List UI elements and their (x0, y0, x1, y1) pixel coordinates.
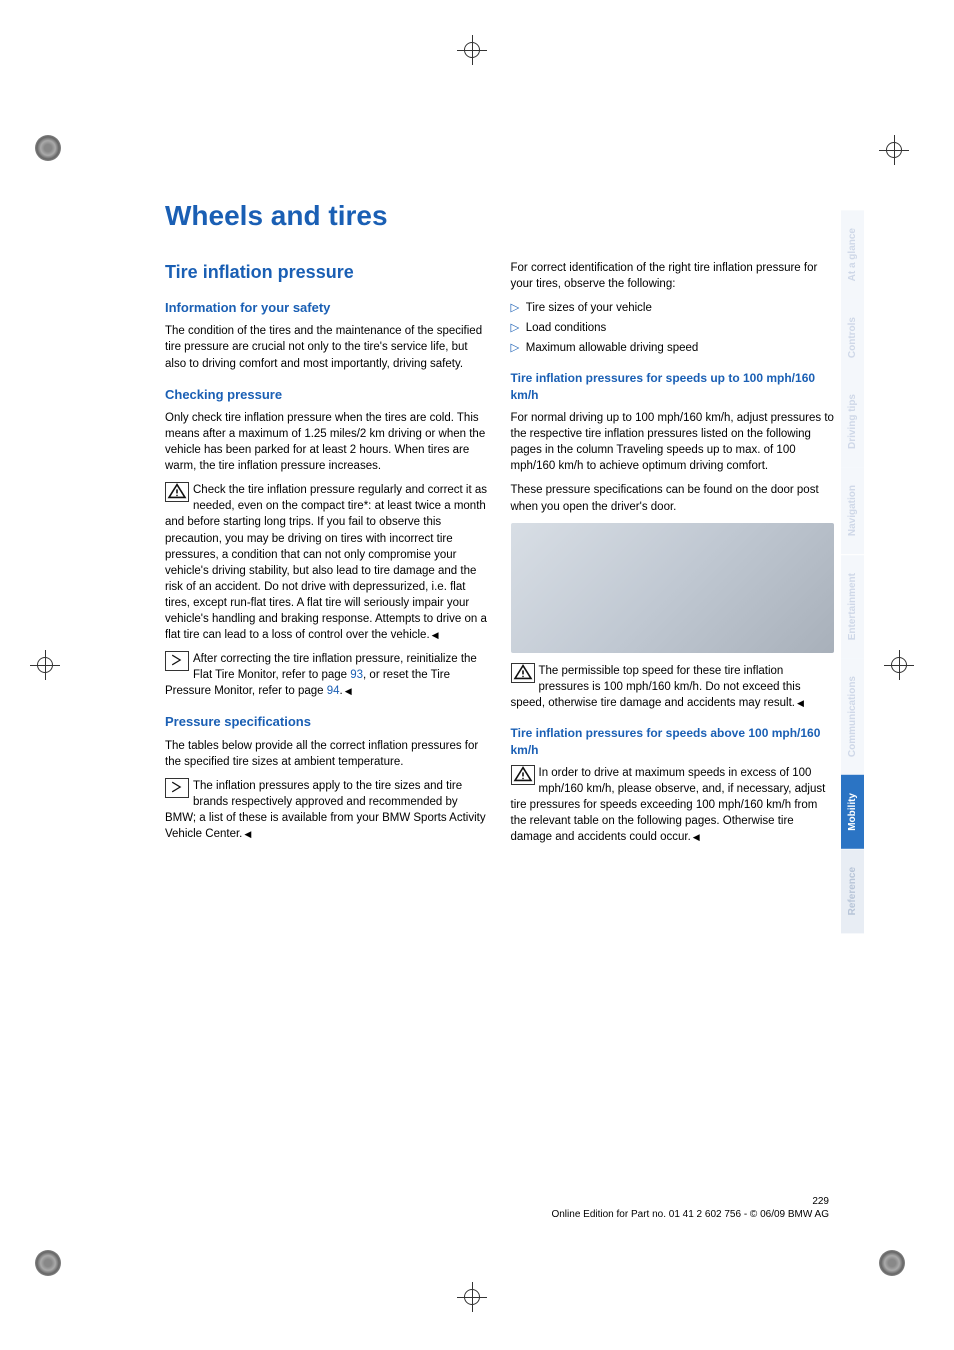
body-text: The tables below provide all the correct… (165, 738, 489, 770)
list-item-label: Load conditions (526, 322, 607, 334)
body-text: For correct identification of the right … (511, 260, 835, 292)
page-link-93[interactable]: 93 (350, 669, 363, 681)
content-columns: Tire inflation pressure Information for … (165, 260, 864, 853)
tab-at-a-glance[interactable]: At a glance (841, 210, 864, 299)
tab-navigation[interactable]: Navigation (841, 467, 864, 554)
body-text: These pressure specifications can be fou… (511, 482, 835, 514)
tab-entertainment[interactable]: Entertainment (841, 555, 864, 658)
subheading-checking: Checking pressure (165, 386, 489, 404)
section-tabs: At a glance Controls Driving tips Naviga… (841, 210, 864, 933)
section-heading: Tire inflation pressure (165, 260, 489, 285)
page-footer: 229 Online Edition for Part no. 01 41 2 … (165, 1196, 829, 1220)
note-icon (165, 778, 189, 798)
warning-paragraph: In order to drive at maximum speeds in e… (511, 765, 835, 845)
door-post-illustration (511, 523, 835, 653)
body-text: Only check tire inflation pressure when … (165, 410, 489, 474)
tab-communications[interactable]: Communications (841, 658, 864, 775)
subheading-above: Tire inflation pressures for speeds abov… (511, 725, 835, 759)
list-item: ▷ Maximum allowable driving speed (511, 340, 835, 356)
body-text: Check the tire inflation pressure regula… (165, 484, 487, 641)
list-item: ▷ Load conditions (511, 320, 835, 336)
tab-driving-tips[interactable]: Driving tips (841, 376, 864, 467)
right-column: For correct identification of the right … (511, 260, 865, 853)
body-text: For normal driving up to 100 mph/160 km/… (511, 410, 835, 474)
warning-paragraph: Check the tire inflation pressure regula… (165, 482, 489, 643)
subheading-spec: Pressure specifications (165, 713, 489, 731)
subheading-upto: Tire inflation pressures for speeds up t… (511, 370, 835, 404)
page-body: Wheels and tires Tire inflation pressure… (0, 0, 954, 913)
note-paragraph: The inflation pressures apply to the tir… (165, 778, 489, 842)
note-paragraph: After correcting the tire inflation pres… (165, 651, 489, 699)
list-item-label: Tire sizes of your vehicle (526, 302, 652, 314)
body-text: The permissible top speed for these tire… (511, 665, 804, 709)
subheading-safety: Information for your safety (165, 299, 489, 317)
crop-mark (879, 1250, 919, 1290)
warning-paragraph: The permissible top speed for these tire… (511, 663, 835, 711)
page-link-94[interactable]: 94 (327, 685, 340, 697)
list-item-label: Maximum allowable driving speed (526, 342, 699, 354)
list-item: ▷ Tire sizes of your vehicle (511, 300, 835, 316)
body-text: The condition of the tires and the maint… (165, 323, 489, 371)
note-icon (165, 651, 189, 671)
warning-icon (511, 663, 535, 683)
tab-controls[interactable]: Controls (841, 299, 864, 376)
imprint-text: Online Edition for Part no. 01 41 2 602 … (551, 1209, 829, 1220)
left-column: Tire inflation pressure Information for … (165, 260, 489, 853)
crop-mark (457, 1282, 497, 1322)
body-text: In order to drive at maximum speeds in e… (511, 767, 826, 843)
page-title: Wheels and tires (165, 200, 864, 232)
crop-mark (35, 1250, 75, 1290)
warning-icon (165, 482, 189, 502)
body-text: The inflation pressures apply to the tir… (165, 780, 486, 840)
tab-mobility[interactable]: Mobility (841, 775, 864, 849)
body-text: . (340, 685, 352, 697)
tab-reference[interactable]: Reference (841, 849, 864, 933)
warning-icon (511, 765, 535, 785)
page-number: 229 (165, 1196, 829, 1207)
